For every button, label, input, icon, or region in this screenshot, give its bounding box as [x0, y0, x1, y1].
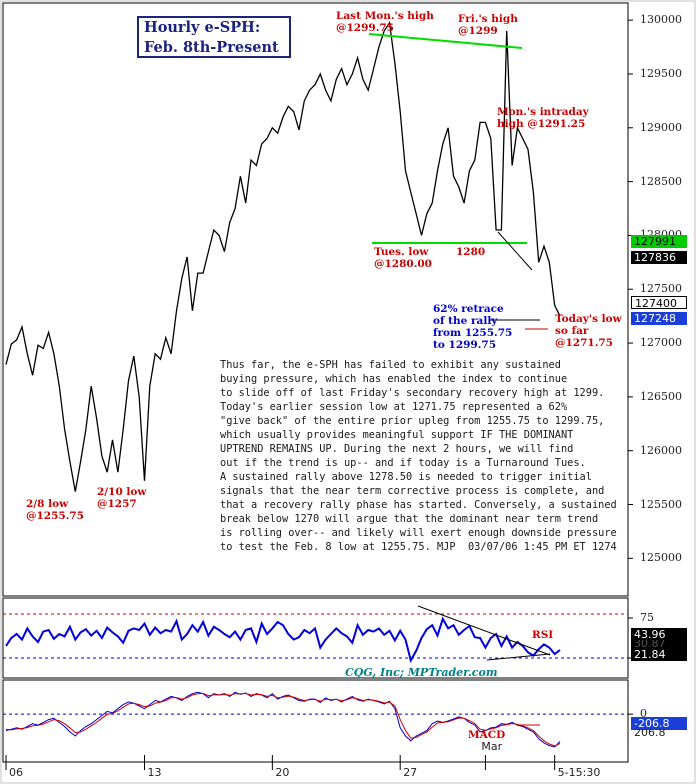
macd-signal-line	[5, 692, 561, 747]
annotation-todays-low: Today's low so far @1271.75	[555, 313, 622, 349]
annotation-tues-low: Tues. low @1280.00	[374, 246, 432, 270]
rsi-panel-border	[2, 597, 629, 679]
source-credit: CQG, Inc; MPTrader.com	[345, 666, 498, 679]
x-tick-label: 13	[147, 766, 162, 779]
commentary-line: to test the Feb. 8 low at 1255.75. MJP 0…	[220, 541, 617, 553]
price-badge-white: 127400	[631, 296, 687, 310]
commentary-line: signals that the near term corrective pr…	[220, 485, 605, 497]
chart-title-box: Hourly e-SPH: Feb. 8th-Present	[137, 16, 291, 58]
x-tick-label: 5-15:30	[557, 766, 601, 779]
macd-badge-blue: -206.8	[631, 717, 687, 730]
x-tick-label: 27	[403, 766, 418, 779]
price-panel-border	[2, 2, 629, 597]
commentary-line: to slide off of last Friday's secondary …	[220, 387, 605, 399]
commentary-line: Today's earlier session low at 1271.75 r…	[220, 401, 568, 413]
x-tick-label: Mar	[481, 740, 503, 753]
annotation-62-retrace: 62% retrace of the rally from 1255.75 to 1…	[433, 303, 513, 351]
x-tick-label: 20	[275, 766, 290, 779]
annotation-mon-intraday-high: Mon.'s intraday high @1291.25	[497, 106, 589, 130]
rsi-trendline-upper	[417, 605, 551, 656]
rsi-badge-hidden: 30.87	[631, 640, 687, 648]
macd-label: MACD	[468, 729, 506, 741]
annotation-last-mon-high: Last Mon.'s high @1299.75	[336, 10, 434, 34]
macd-badge-hidden: 206.8	[634, 729, 666, 737]
commentary-line: buying pressure, which has enabled the i…	[220, 373, 568, 385]
rsi-series-line	[5, 616, 561, 664]
annotation-2-8-low: 2/8 low @1255.75	[26, 498, 84, 522]
y-tick-label: 127000	[640, 336, 682, 350]
downtrend-line	[497, 231, 533, 271]
commentary-line: out if the trend is up-- and if today is…	[220, 457, 586, 469]
y-tick-label: 125500	[640, 497, 682, 511]
y-tick-label: 129500	[640, 66, 682, 80]
annotation-2-10-low: 2/10 low @1257	[97, 486, 147, 510]
y-tick-label: 125000	[640, 551, 682, 565]
commentary-line: "give back" of the entire prior upleg fr…	[220, 415, 605, 427]
annotation-1280: 1280	[456, 246, 486, 258]
rsi-trendline-lower	[486, 653, 551, 661]
macd-series-line	[5, 691, 561, 748]
commentary-line: A sustained rally above 1278.50 is neede…	[220, 471, 592, 483]
y-tick-label: 126500	[640, 389, 682, 403]
annotation-fri-high: Fri.'s high @1299	[458, 13, 518, 37]
chart-subtitle: Feb. 8th-Present	[144, 39, 279, 56]
resistance-trendline	[368, 33, 523, 49]
y-tick-label: 128500	[640, 174, 682, 188]
price-series-line	[5, 20, 561, 492]
y-tick-label: 0	[640, 707, 647, 721]
commentary-line: UPTREND REMAINS UP. During the next 2 ho…	[220, 443, 574, 455]
y-tick-label: 75	[640, 611, 654, 624]
y-tick-label: 127500	[640, 282, 682, 296]
price-badge-green: 127991	[631, 235, 687, 248]
y-tick-label: 130000	[640, 13, 682, 27]
commentary-line: is rolling over-- and likely will exert …	[220, 527, 617, 539]
commentary-line: Thus far, the e-SPH has failed to exhibi…	[220, 359, 561, 371]
chart-title: Hourly e-SPH:	[144, 19, 261, 36]
commentary-line: that a recovery rally phase has started.…	[220, 499, 617, 511]
price-badge-blue: 127248	[631, 312, 687, 325]
commentary-line: which usually provides meaningful suppor…	[220, 429, 574, 441]
y-tick-label: 126000	[640, 443, 682, 457]
y-tick-label: 129000	[640, 120, 682, 134]
x-tick-label: 06	[9, 766, 23, 779]
price-badge-black: 127836	[631, 251, 687, 264]
commentary-line: break below 1270 will argue that the dom…	[220, 513, 599, 525]
rsi-badge-black: 43.96	[631, 628, 687, 641]
rsi-badge-navy: 21.84	[631, 648, 687, 661]
rsi-label: RSI	[532, 629, 554, 641]
analyst-commentary: Thus far, the e-SPH has failed to exhibi…	[220, 358, 617, 554]
